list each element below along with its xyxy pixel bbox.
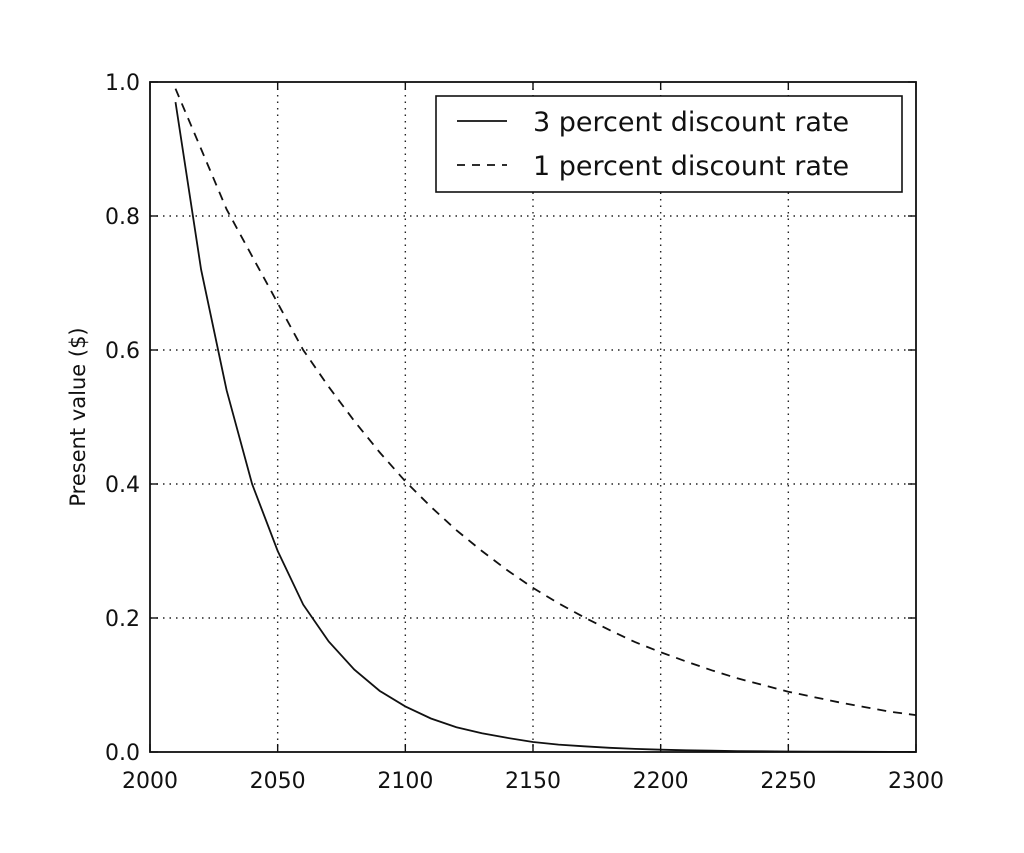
legend-label-series-0: 3 percent discount rate <box>533 107 849 138</box>
legend-box <box>435 95 903 193</box>
x-tick-label: 2200 <box>633 769 689 794</box>
x-tick-label: 2000 <box>122 769 178 794</box>
x-tick-label: 2250 <box>760 769 816 794</box>
x-tick-label: 2050 <box>250 769 306 794</box>
y-tick-label: 0.8 <box>105 205 140 230</box>
x-tick-labels: 2000 2050 2100 2150 2200 2250 2300 <box>122 769 944 794</box>
y-tick-label: 0.4 <box>105 473 140 498</box>
y-axis-label: Present value ($) <box>66 327 90 506</box>
grid <box>150 82 916 752</box>
y-tick-label: 0.6 <box>105 339 140 364</box>
legend: 3 percent discount rate 1 percent discou… <box>435 95 903 193</box>
y-tick-labels: 0.0 0.2 0.4 0.6 0.8 1.0 <box>105 71 140 766</box>
x-tick-label: 2100 <box>377 769 433 794</box>
y-tick-label: 1.0 <box>105 71 140 96</box>
plot-frame <box>149 81 917 753</box>
x-tick-label: 2150 <box>505 769 561 794</box>
x-tick-label: 2300 <box>888 769 944 794</box>
legend-label-series-1: 1 percent discount rate <box>533 151 849 182</box>
y-tick-label: 0.0 <box>105 741 140 766</box>
y-tick-label: 0.2 <box>105 607 140 632</box>
